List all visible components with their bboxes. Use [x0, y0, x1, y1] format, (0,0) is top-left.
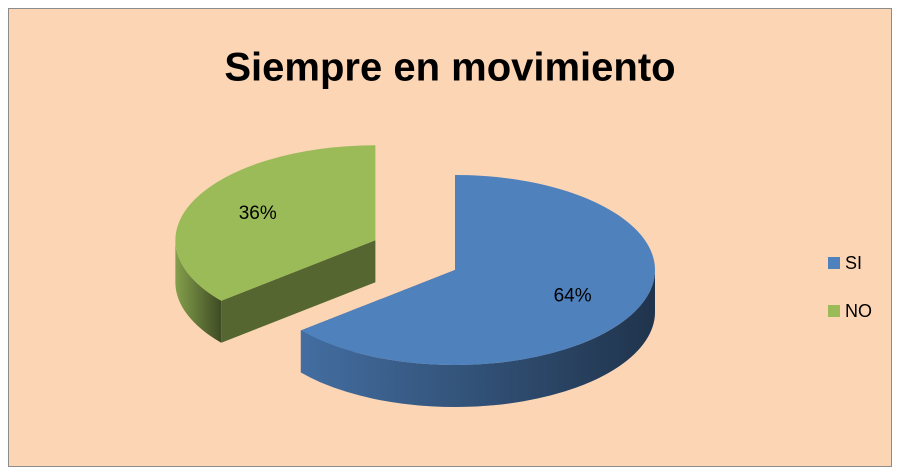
- slice-side-shade: [221, 240, 376, 343]
- legend-swatch: [828, 257, 840, 269]
- data-label: 36%: [239, 203, 277, 224]
- pie-slice: [175, 145, 376, 343]
- slice-top: [175, 145, 376, 301]
- pie-slice: [300, 175, 655, 407]
- data-label: 64%: [554, 285, 592, 306]
- legend-swatch: [828, 305, 840, 317]
- legend-label: SI: [845, 253, 862, 273]
- legend-label: NO: [845, 301, 872, 321]
- chart-title: Siempre en movimiento: [224, 46, 675, 90]
- slice-wall-shade: [300, 270, 655, 407]
- slice-side: [221, 240, 376, 343]
- slice-top: [300, 175, 655, 365]
- slice-wall-shade: [175, 240, 222, 343]
